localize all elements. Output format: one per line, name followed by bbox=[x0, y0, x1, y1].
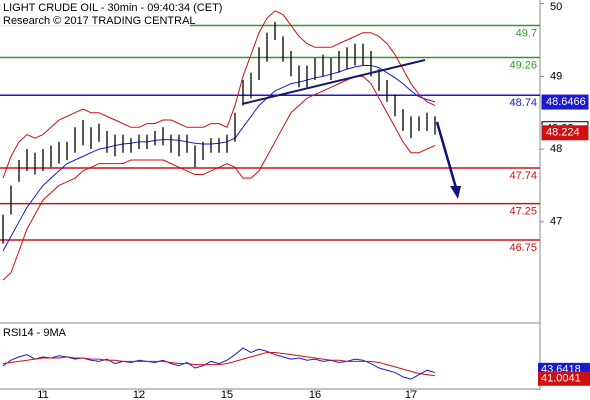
x-tick-label: 16 bbox=[309, 389, 321, 400]
y-tick-label: 47 bbox=[550, 216, 562, 228]
overlay-line bbox=[2, 75, 436, 281]
chart-subtitle: Research © 2017 TRADING CENTRAL bbox=[3, 15, 196, 27]
rsi-line bbox=[2, 347, 436, 380]
level-label: 47.74 bbox=[509, 170, 537, 182]
trend-line bbox=[241, 59, 426, 105]
price-tag bbox=[541, 94, 589, 110]
forecast-arrow bbox=[435, 121, 458, 189]
rsi-tag-label: 41.0041 bbox=[541, 373, 581, 385]
x-tick-label: 12 bbox=[133, 389, 145, 400]
rsi-title: RSI14 - 9MA bbox=[3, 327, 67, 339]
price-tag bbox=[541, 125, 589, 141]
level-label: 49.26 bbox=[509, 59, 537, 71]
level-label: 48.74 bbox=[509, 97, 537, 109]
arrow-head bbox=[450, 186, 461, 199]
rsi-tag bbox=[538, 371, 590, 386]
y-tick-label: 48 bbox=[550, 143, 562, 155]
y-tick-label: 50 bbox=[550, 1, 562, 13]
level-label: 46.75 bbox=[509, 242, 537, 254]
overlay-line bbox=[2, 10, 436, 179]
title-box bbox=[0, 0, 190, 28]
rsi-line bbox=[2, 351, 436, 377]
level-label: 47.25 bbox=[509, 206, 537, 218]
x-tick-label: 11 bbox=[37, 389, 48, 400]
x-tick-label: 17 bbox=[405, 389, 417, 400]
chart-title: LIGHT CRUDE OIL - 30min - 09:40:34 (CET) bbox=[3, 2, 222, 14]
price-tag-label: 48.6466 bbox=[546, 96, 586, 108]
x-tick-label: 15 bbox=[221, 389, 233, 400]
level-label: 49.7 bbox=[516, 27, 537, 39]
price-tag-label: 48.224 bbox=[546, 127, 580, 139]
y-tick-label: 49 bbox=[550, 70, 562, 82]
